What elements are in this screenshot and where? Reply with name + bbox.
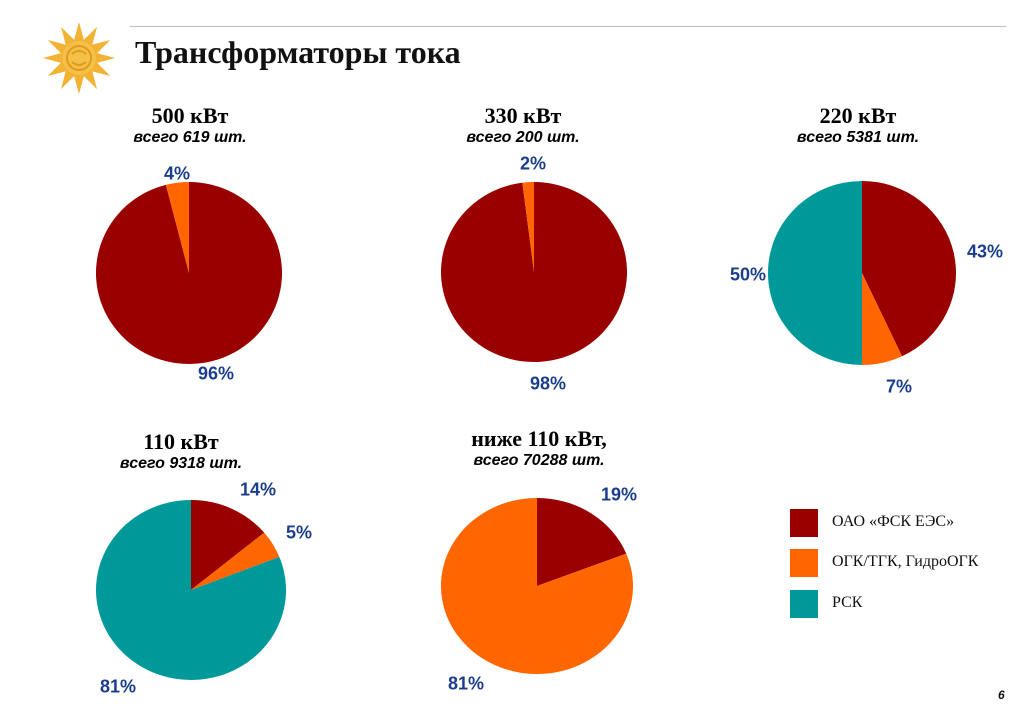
sun-logo-icon	[43, 22, 115, 94]
pie-below110-title: ниже 110 кВт,	[471, 426, 607, 451]
pie-below110-label-fsk: 19%	[600, 484, 638, 505]
pie-chart-330	[441, 182, 627, 362]
legend-label-fsk: ОАО «ФСК ЕЭС»	[832, 513, 955, 530]
pie-slice-rsk	[768, 181, 862, 365]
legend-label-ogk: ОГК/ТГК, ГидроОГК	[832, 553, 979, 570]
pie-500-label-fsk: 96%	[197, 363, 235, 384]
pie-500-heading: 500 кВт всего 619 шт.	[133, 104, 246, 148]
pie-slice-ogk	[191, 532, 280, 590]
pie-slice-rsk	[96, 500, 287, 680]
pie-330-title: 330 кВт	[484, 103, 562, 128]
pie-slice-ogk	[522, 182, 534, 272]
pie-220-label-fsk: 43%	[966, 241, 1004, 262]
pie-below110-heading: ниже 110 кВт, всего 70288 шт.	[471, 427, 607, 471]
pie-110-label-ogk: 5%	[285, 522, 313, 543]
pie-slice-fsk	[95, 182, 282, 364]
pie-slice-ogk	[165, 182, 189, 273]
pie-110-title: 110 кВт	[143, 429, 219, 454]
pie-110-label-fsk: 14%	[239, 479, 277, 500]
legend-swatch-ogk	[790, 549, 818, 577]
pie-chart-220	[768, 181, 956, 365]
pie-slice-ogk	[862, 273, 903, 365]
pie-220-label-ogk: 7%	[885, 376, 913, 397]
pie-220-title: 220 кВт	[819, 103, 897, 128]
page-number: 6	[998, 688, 1005, 702]
pie-slice-fsk	[191, 500, 265, 590]
header-rule	[130, 26, 1006, 27]
page-title: Трансформаторы тока	[135, 34, 461, 70]
pie-330-label-fsk: 98%	[529, 373, 567, 394]
pie-chart-500	[95, 182, 282, 364]
pie-220-heading: 220 кВт всего 5381 шт.	[797, 104, 919, 148]
pie-500-subtitle: всего 619 шт.	[133, 129, 247, 146]
legend-label-rsk: РСК	[832, 594, 863, 611]
pie-chart-110	[96, 500, 287, 680]
pie-110-heading: 110 кВт всего 9318 шт.	[120, 430, 242, 474]
pie-500-label-ogk: 4%	[163, 163, 191, 184]
pie-110-label-rsk: 81%	[99, 676, 137, 697]
pie-below110-label-ogk: 81%	[447, 673, 485, 694]
pie-330-subtitle: всего 200 шт.	[466, 129, 580, 146]
pie-220-label-rsk: 50%	[729, 264, 767, 285]
pie-slice-fsk	[862, 181, 956, 357]
legend-swatch-rsk	[790, 590, 818, 618]
pie-330-heading: 330 кВт всего 200 шт.	[466, 104, 579, 148]
pie-110-subtitle: всего 9318 шт.	[119, 455, 243, 472]
pie-slice-ogk	[441, 498, 633, 674]
pie-chart-below110	[441, 498, 633, 674]
pie-500-title: 500 кВт	[151, 103, 229, 128]
pie-220-subtitle: всего 5381 шт.	[796, 129, 920, 146]
legend-swatch-fsk	[790, 509, 818, 537]
pie-330-label-ogk: 2%	[519, 153, 547, 174]
pie-slice-fsk	[537, 498, 627, 586]
pie-below110-subtitle: всего 70288 шт.	[473, 452, 605, 469]
